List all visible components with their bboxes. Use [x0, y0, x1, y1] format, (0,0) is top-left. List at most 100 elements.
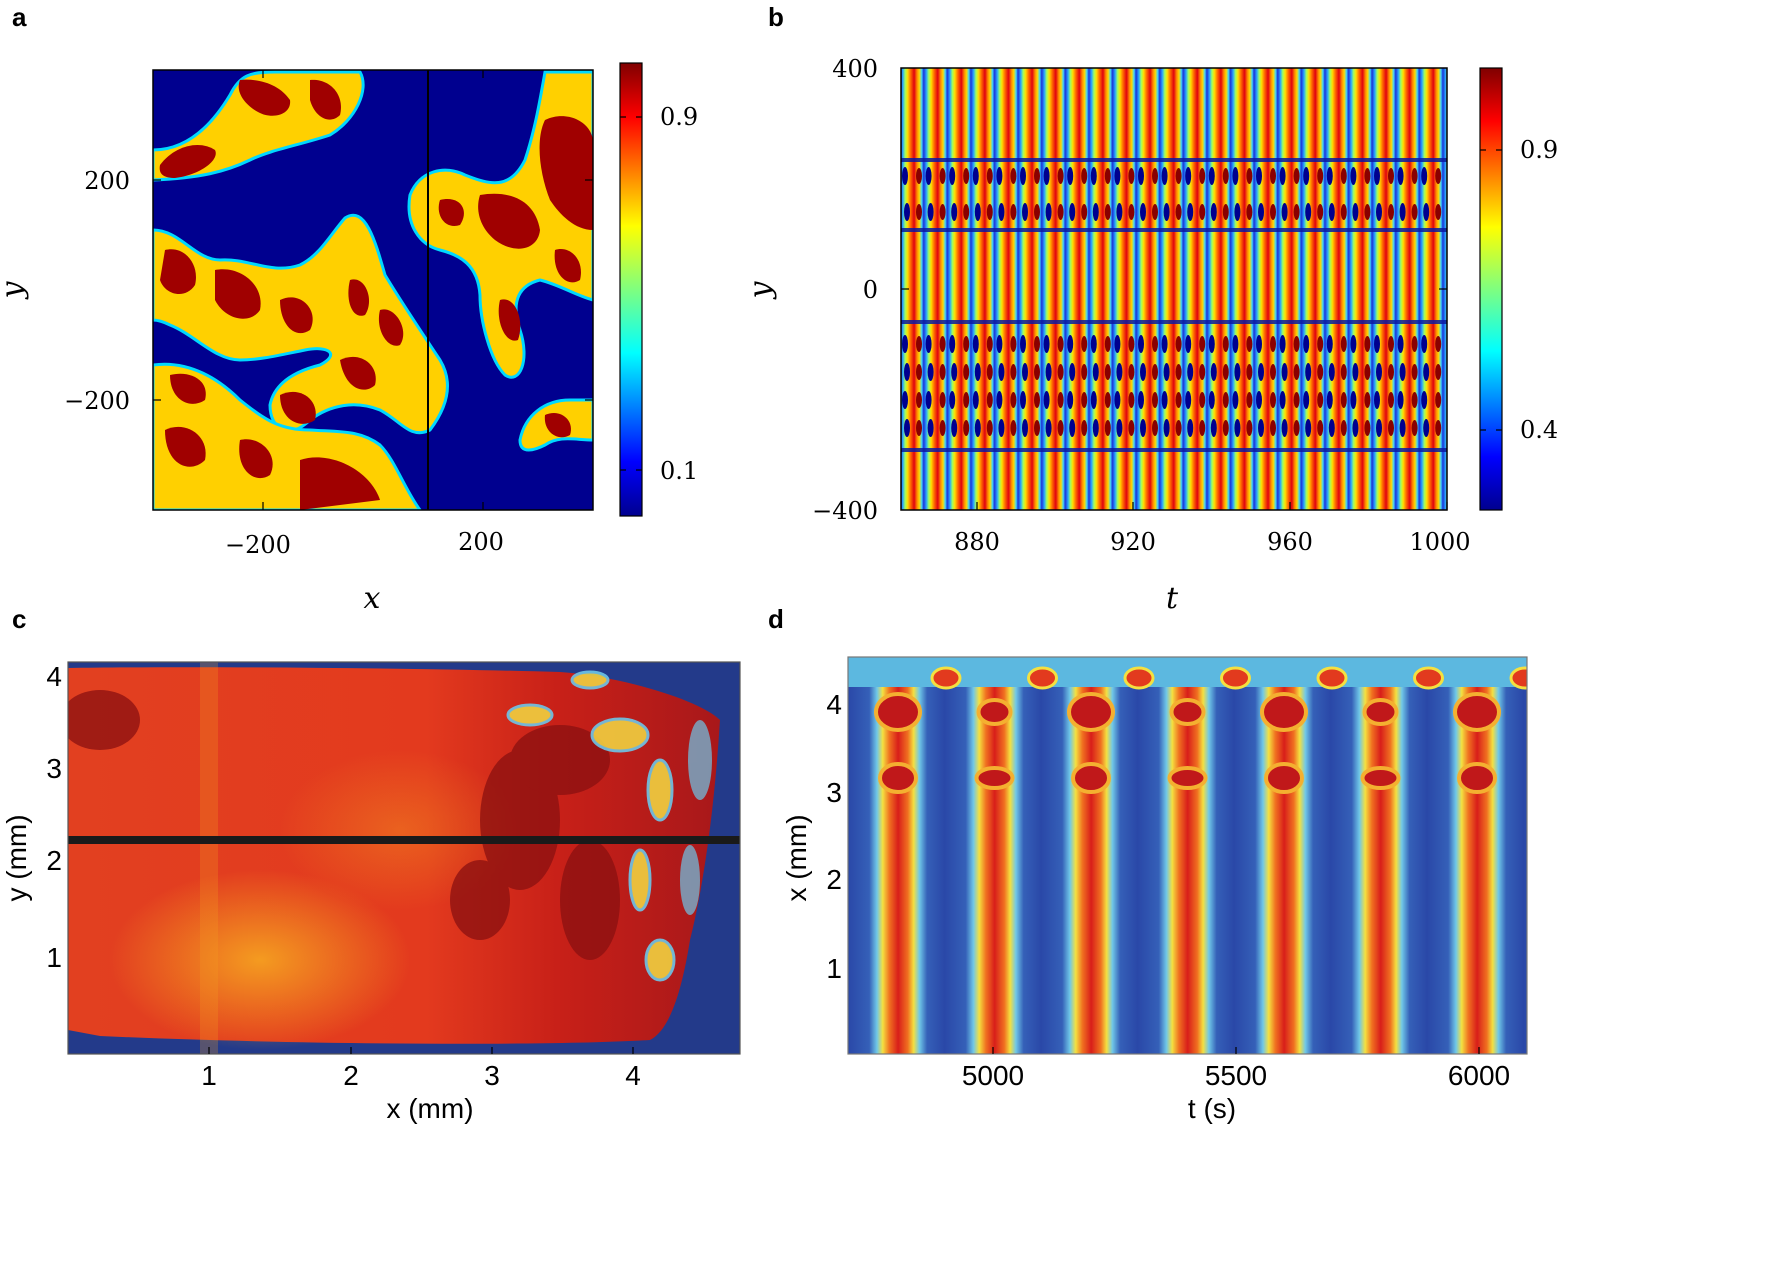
panel-d-xtick-label: 5000: [962, 1060, 1024, 1091]
panel-d-blob: [874, 692, 922, 732]
panel-b-dot: [1374, 335, 1380, 353]
panel-a-xtick-label: 200: [458, 528, 504, 556]
panel-b-dot: [1208, 167, 1215, 185]
panel-b-dot: [925, 167, 932, 185]
panel-b-dot: [1246, 168, 1253, 184]
panel-b-dot: [1435, 336, 1442, 352]
panel-b-dot: [1175, 420, 1182, 436]
panel-b-ytick-label: 0: [863, 276, 878, 304]
panel-b-dot: [1034, 392, 1040, 408]
panel-b-dot: [1092, 363, 1099, 381]
panel-d-blob: [930, 666, 962, 690]
panel-b-xlabel: t: [1166, 581, 1179, 616]
panel-b-dot: [1020, 391, 1026, 409]
panel-d-blob: [878, 762, 918, 794]
panel-b-dot: [1258, 203, 1264, 221]
panel-b-dot: [902, 167, 908, 185]
panel-d-top-blobs: [874, 666, 1527, 794]
panel-d-ytick-label: 2: [826, 864, 842, 895]
panel-b-dot: [1152, 336, 1158, 352]
panel-b-dot: [963, 420, 970, 436]
panel-c-marker-line: [68, 836, 740, 844]
panel-b-dot: [986, 168, 993, 184]
panel-b-dot: [1045, 419, 1052, 437]
panel-b-dot: [1421, 335, 1428, 353]
panel-b-dot: [902, 391, 908, 409]
panel-b-dot: [1161, 391, 1168, 409]
panel-b-dot: [1116, 419, 1123, 437]
panel-b-dot: [1175, 336, 1182, 352]
panel-b-dot: [998, 363, 1005, 381]
panel-b-dot: [974, 419, 981, 437]
panel-b-dot: [972, 167, 979, 185]
panel-b-dot: [1340, 420, 1347, 436]
panel-b-dot: [1352, 363, 1359, 381]
panel-b-dot: [1388, 392, 1394, 408]
panel-b-dot: [1175, 364, 1182, 380]
panel-b-dot: [1270, 364, 1276, 380]
panel-b-dot: [1317, 204, 1324, 220]
panel-b-dot: [1057, 364, 1064, 380]
panel-b-dot: [1020, 335, 1026, 353]
panel-b-dot: [1388, 168, 1394, 184]
panel-b-dot: [1199, 420, 1206, 436]
panel-b-dot: [1246, 336, 1253, 352]
panel-b-dot: [925, 335, 932, 353]
panel-c-ytick-label: 1: [46, 942, 62, 973]
panel-b-dot: [1258, 419, 1264, 437]
panel-b-dot: [1399, 363, 1406, 381]
panel-b-dot: [1163, 203, 1170, 221]
panel-b-dot: [1376, 419, 1382, 437]
panel-b-dot: [1328, 203, 1335, 221]
panel-b-dot: [1293, 336, 1300, 352]
panel-b-dot: [1340, 364, 1347, 380]
panel-b-dot: [963, 336, 970, 352]
panel-c-xtick-label: 4: [625, 1060, 641, 1091]
panel-b-dot: [1138, 167, 1144, 185]
panel-b-dot: [1411, 364, 1418, 380]
panel-b-dot: [1399, 203, 1406, 221]
panel-d-blob: [1123, 666, 1155, 690]
panel-b-dot: [1116, 203, 1123, 221]
panel-b-dot: [1256, 167, 1262, 185]
panel-b-dot: [1034, 364, 1040, 380]
panel-b-dot: [1388, 420, 1394, 436]
panel-b-dot: [1043, 167, 1050, 185]
panel-a-colorbar: [619, 62, 643, 517]
panel-b-dot: [1270, 392, 1276, 408]
panel-b-dot: [1256, 335, 1262, 353]
panel-b-dot: [1010, 364, 1017, 380]
panel-b-dot: [1185, 167, 1192, 185]
panel-c-xlabel: x (mm): [386, 1093, 473, 1124]
panel-b-dot: [1232, 335, 1239, 353]
panel-b-dot: [1175, 168, 1182, 184]
panel-b-dot: [996, 167, 1003, 185]
panel-c-xtick-label: 2: [343, 1060, 359, 1091]
panel-b-dot: [1045, 203, 1052, 221]
panel-b-dot: [974, 363, 981, 381]
panel-label-a: a: [12, 2, 27, 32]
panel-b-dot: [1326, 335, 1333, 353]
panel-b-dot: [1104, 336, 1111, 352]
panel-b-dot: [1222, 364, 1229, 380]
panel-b-dot: [996, 335, 1003, 353]
panel-b-dot: [1305, 419, 1312, 437]
panel-b-dot: [1411, 204, 1418, 220]
panel-b-dot: [1138, 391, 1144, 409]
panel-b-dot: [1092, 419, 1099, 437]
panel-label-b: b: [768, 2, 784, 32]
panel-b-dot: [1270, 168, 1276, 184]
panel-c-frame: [67, 661, 741, 1055]
panel-b-dot: [1317, 336, 1324, 352]
panel-b-dot: [1185, 391, 1192, 409]
panel-d-blob: [976, 698, 1013, 726]
panel-b-dot: [986, 204, 993, 220]
panel-b-dot: [1435, 392, 1442, 408]
panel-b-dot: [1270, 420, 1276, 436]
panel-b-dot: [1326, 391, 1333, 409]
panel-b-dot: [1234, 203, 1241, 221]
panel-b-dot: [1397, 335, 1404, 353]
panel-b-dot: [1210, 419, 1217, 437]
panel-b-dot: [916, 204, 922, 220]
panel-b-dot: [1187, 203, 1194, 221]
